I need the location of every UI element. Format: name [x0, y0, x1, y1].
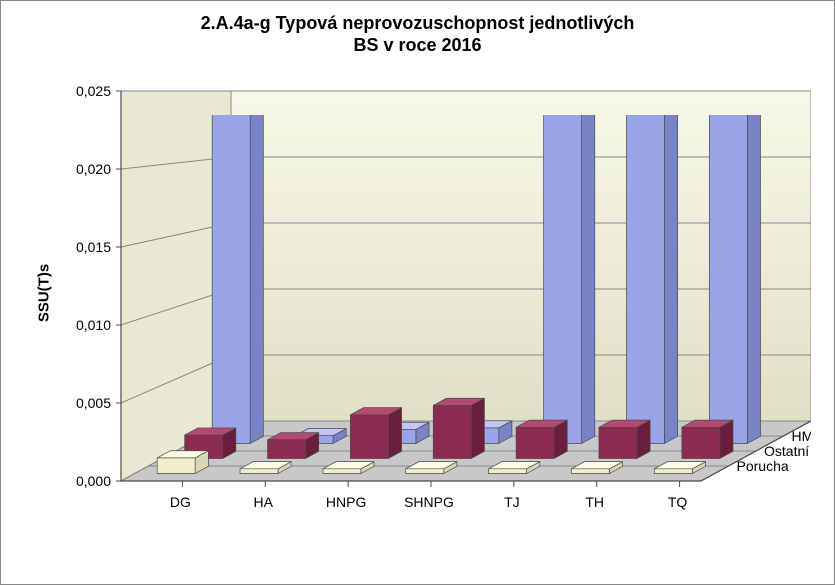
- y-axis-label: SSU(T)s: [36, 263, 53, 321]
- chart-title: 2.A.4a-g Typová neprovozuschopnost jedno…: [1, 13, 834, 56]
- series-label: Porucha: [737, 458, 789, 474]
- y-tick-label: 0,010: [76, 317, 111, 333]
- chart-title-line2: BS v roce 2016: [353, 35, 481, 55]
- y-tick-label: 0,020: [76, 161, 111, 177]
- chart-svg: 0,000 0,005 0,010 0,015 0,020 0,025 PoruchaOst…: [61, 81, 811, 556]
- category-label: TH: [585, 494, 604, 510]
- y-tick-label: 0,015: [76, 239, 111, 255]
- category-label: DG: [170, 494, 191, 510]
- category-label: HNPG: [326, 494, 366, 510]
- y-tick-label: 0,000: [76, 473, 111, 489]
- chart-container: 2.A.4a-g Typová neprovozuschopnost jedno…: [0, 0, 835, 585]
- y-tick-label: 0,025: [76, 83, 111, 99]
- chart-title-line1: 2.A.4a-g Typová neprovozuschopnost jedno…: [201, 13, 635, 33]
- y-tick-label: 0,005: [76, 395, 111, 411]
- category-label: TQ: [668, 494, 688, 510]
- category-label: HA: [254, 494, 274, 510]
- plot-area: 0,000 0,005 0,010 0,015 0,020 0,025 PoruchaOst…: [61, 81, 811, 556]
- category-label: TJ: [504, 494, 520, 510]
- category-label: SHNPG: [404, 494, 454, 510]
- series-label: Ostatní: [764, 443, 809, 459]
